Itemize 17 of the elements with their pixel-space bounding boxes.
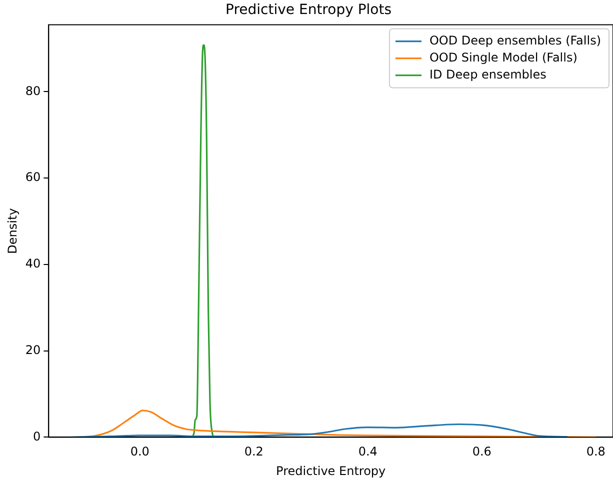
x-tick-label: 0.0 [130,444,150,459]
y-tick-label: 40 [25,256,41,271]
x-tick-label: 0.2 [244,444,264,459]
y-tick-label: 0 [33,429,41,444]
line-series [190,44,215,438]
legend-label: OOD Single Model (Falls) [429,50,578,64]
x-axis-title: Predictive Entropy [276,464,386,478]
legend-label: OOD Deep ensembles (Falls) [429,33,602,48]
y-tick-label: 80 [25,84,41,98]
x-tick-label: 0.8 [586,444,606,459]
y-tick-label: 60 [25,170,41,184]
y-tick-label: 20 [25,342,41,357]
x-tick-label: 0.6 [472,444,492,459]
y-axis-title: Density [5,208,20,254]
x-tick-label: 0.4 [358,444,378,459]
legend-label: ID Deep ensembles [429,67,546,82]
chart-title: Predictive Entropy Plots [226,2,392,18]
